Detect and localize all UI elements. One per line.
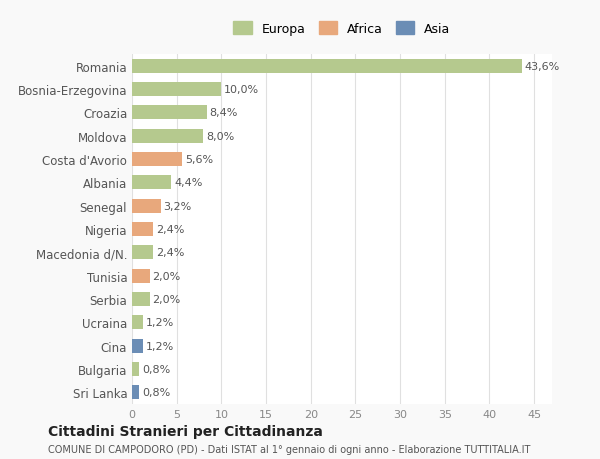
Text: 10,0%: 10,0% — [224, 85, 259, 95]
Text: 5,6%: 5,6% — [185, 155, 213, 165]
Text: 1,2%: 1,2% — [145, 318, 173, 328]
Text: 2,0%: 2,0% — [152, 271, 181, 281]
Bar — [132, 176, 172, 190]
Text: COMUNE DI CAMPODORO (PD) - Dati ISTAT al 1° gennaio di ogni anno - Elaborazione : COMUNE DI CAMPODORO (PD) - Dati ISTAT al… — [48, 444, 530, 454]
Bar — [132, 60, 521, 74]
Bar — [132, 385, 139, 399]
Bar — [132, 223, 154, 236]
Text: 2,4%: 2,4% — [156, 248, 185, 258]
Text: 2,4%: 2,4% — [156, 224, 185, 235]
Text: 0,8%: 0,8% — [142, 387, 170, 397]
Text: 0,8%: 0,8% — [142, 364, 170, 374]
Bar — [132, 83, 221, 97]
Bar — [132, 362, 139, 376]
Bar — [132, 339, 143, 353]
Text: 8,0%: 8,0% — [206, 131, 235, 141]
Text: 43,6%: 43,6% — [524, 62, 560, 72]
Text: 4,4%: 4,4% — [174, 178, 202, 188]
Bar — [132, 199, 161, 213]
Bar — [132, 129, 203, 144]
Bar — [132, 315, 143, 330]
Text: Cittadini Stranieri per Cittadinanza: Cittadini Stranieri per Cittadinanza — [48, 425, 323, 438]
Bar — [132, 292, 150, 306]
Text: 8,4%: 8,4% — [210, 108, 238, 118]
Text: 1,2%: 1,2% — [145, 341, 173, 351]
Bar — [132, 269, 150, 283]
Bar — [132, 106, 207, 120]
Bar — [132, 246, 154, 260]
Text: 2,0%: 2,0% — [152, 294, 181, 304]
Text: 3,2%: 3,2% — [163, 201, 191, 211]
Legend: Europa, Africa, Asia: Europa, Africa, Asia — [227, 16, 457, 42]
Bar — [132, 153, 182, 167]
